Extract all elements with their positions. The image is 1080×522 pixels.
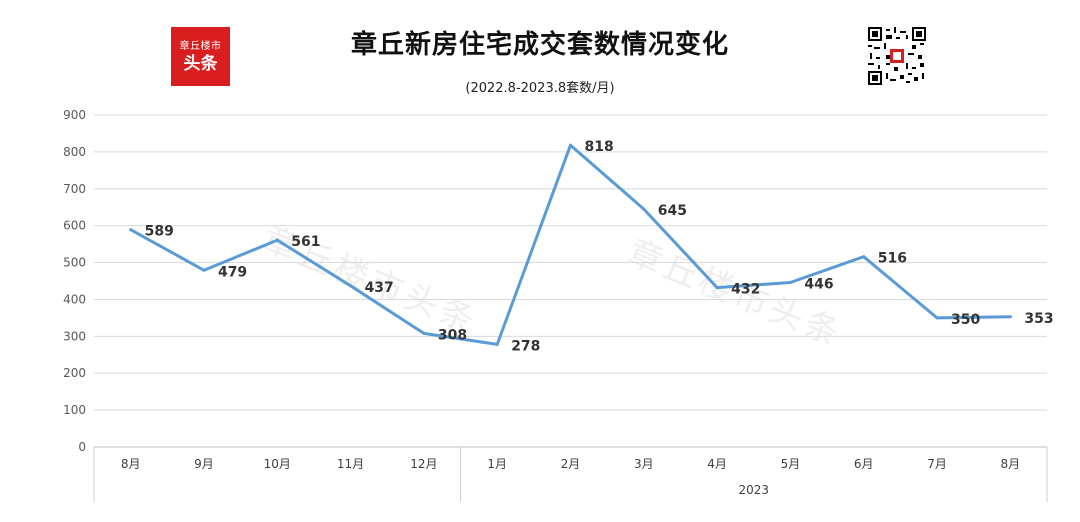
x-tick-label: 8月 bbox=[121, 457, 141, 471]
y-tick-label: 0 bbox=[78, 440, 86, 454]
x-tick-label: 4月 bbox=[707, 457, 727, 471]
data-label: 446 bbox=[804, 276, 833, 292]
x-tick-label: 1月 bbox=[487, 457, 507, 471]
logo-line-1: 章丘楼市 bbox=[179, 40, 222, 52]
x-tick-label: 7月 bbox=[927, 457, 947, 471]
chart-title: 章丘新房住宅成交套数情况变化 bbox=[350, 30, 729, 60]
logo-line-2: 头条 bbox=[183, 53, 218, 74]
data-point bbox=[788, 280, 792, 284]
y-tick-label: 900 bbox=[63, 108, 86, 122]
series-group bbox=[129, 143, 1012, 346]
data-label: 516 bbox=[878, 251, 907, 267]
y-tick-label: 500 bbox=[63, 256, 86, 270]
data-label: 561 bbox=[291, 234, 320, 250]
x-tick-label: 2月 bbox=[561, 457, 581, 471]
x-tick-label: 6月 bbox=[854, 457, 874, 471]
data-point bbox=[715, 286, 719, 290]
x-tick-label: 11月 bbox=[337, 457, 364, 471]
data-label: 308 bbox=[438, 327, 467, 343]
x-group-label: 2023 bbox=[738, 483, 769, 497]
data-label: 350 bbox=[951, 312, 980, 328]
data-label: 479 bbox=[218, 264, 247, 280]
data-point bbox=[349, 284, 353, 288]
data-label: 818 bbox=[585, 139, 614, 155]
data-point bbox=[202, 268, 206, 272]
x-axis: 8月 9月 10月 11月 12月 1月 2月 3月 4月 5月 6月 7月 8月 2023 bbox=[93, 446, 1048, 502]
data-label: 432 bbox=[731, 282, 760, 298]
y-tick-label: 400 bbox=[63, 292, 86, 306]
data-label: 353 bbox=[1024, 311, 1053, 327]
x-tick-label: 12月 bbox=[410, 457, 437, 471]
data-label: 645 bbox=[658, 203, 687, 219]
chart-subtitle: (2022.8-2023.8套数/月) bbox=[465, 81, 615, 96]
y-tick-label: 100 bbox=[63, 403, 86, 417]
data-point bbox=[495, 342, 499, 346]
x-tick-label: 9月 bbox=[194, 457, 214, 471]
data-label: 278 bbox=[511, 338, 540, 354]
y-axis: 0 100 200 300 400 500 600 700 800 900 bbox=[63, 108, 86, 454]
data-point bbox=[422, 331, 426, 335]
y-tick-label: 600 bbox=[63, 219, 86, 233]
y-tick-label: 700 bbox=[63, 182, 86, 196]
y-tick-label: 800 bbox=[63, 145, 86, 159]
data-point bbox=[1008, 315, 1012, 319]
y-tick-label: 300 bbox=[63, 329, 86, 343]
grid-lines bbox=[94, 114, 1047, 411]
x-tick-label: 8月 bbox=[1001, 457, 1021, 471]
data-point bbox=[569, 143, 572, 147]
qr-code-icon bbox=[868, 27, 926, 85]
data-label: 437 bbox=[365, 280, 394, 296]
data-point bbox=[862, 255, 866, 259]
data-point bbox=[935, 316, 939, 320]
x-tick-label: 3月 bbox=[634, 457, 654, 471]
y-tick-label: 200 bbox=[63, 366, 86, 380]
series-line bbox=[129, 143, 1012, 346]
x-tick-label: 10月 bbox=[264, 457, 291, 471]
x-tick-label: 5月 bbox=[781, 457, 801, 471]
data-labels: 589 479 561 437 308 278 818 645 432 446 516 350 353 bbox=[145, 139, 1054, 354]
data-point bbox=[275, 238, 279, 242]
brand-logo: 章丘楼市 头条 bbox=[171, 27, 230, 86]
data-point bbox=[642, 207, 646, 211]
data-label: 589 bbox=[145, 224, 174, 240]
data-point bbox=[129, 228, 133, 232]
